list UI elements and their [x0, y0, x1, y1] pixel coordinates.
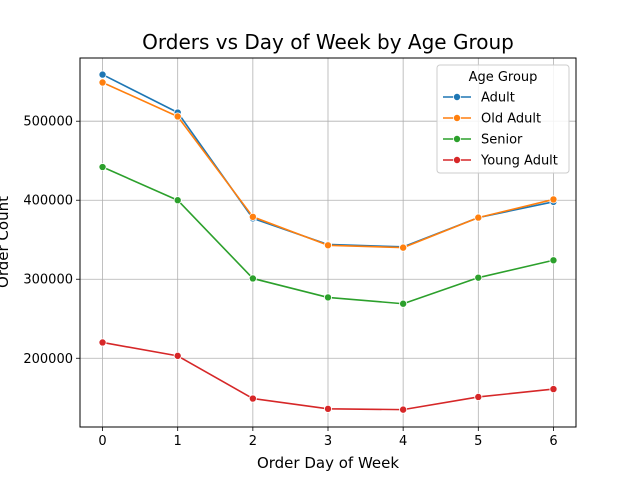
legend-label: Young Adult [480, 154, 558, 169]
data-point [549, 385, 558, 394]
data-point [323, 293, 332, 302]
x-axis-ticks: 0 1 2 3 4 5 6 [98, 427, 558, 449]
data-point [173, 196, 182, 205]
legend: Age Group Adult Old Adult Senior Young Adul… [436, 64, 570, 174]
data-point [98, 163, 107, 172]
data-point [173, 112, 182, 121]
legend-swatch-marker [452, 134, 461, 143]
x-tick-label: 3 [324, 434, 332, 449]
legend-item: Senior [443, 133, 523, 148]
data-point [248, 212, 257, 221]
legend-item: Old Adult [443, 112, 541, 127]
data-point [474, 213, 483, 222]
legend-items: Adult Old Adult Senior Young Adult [443, 91, 558, 169]
legend-label: Senior [481, 133, 523, 148]
legend-swatch-marker [452, 155, 461, 164]
data-point [474, 273, 483, 282]
data-point [248, 274, 257, 283]
legend-title: Age Group [469, 70, 538, 85]
data-point [323, 241, 332, 250]
y-axis-label: Order Count [0, 196, 12, 288]
data-point [549, 256, 558, 265]
data-point [98, 338, 107, 347]
x-tick-label: 5 [474, 434, 482, 449]
legend-swatch-marker [452, 114, 461, 123]
legend-label: Adult [481, 91, 515, 106]
data-point [399, 299, 408, 308]
legend-item: Young Adult [443, 154, 558, 169]
y-tick-label: 400000 [23, 194, 73, 209]
data-point [248, 394, 257, 403]
legend-label: Old Adult [481, 112, 541, 127]
x-axis-label: Order Day of Week [257, 454, 399, 472]
series-old-adult [98, 78, 558, 252]
data-point [173, 351, 182, 360]
y-tick-label: 500000 [23, 115, 73, 130]
x-tick-label: 0 [98, 434, 106, 449]
data-point [474, 392, 483, 401]
x-tick-label: 1 [174, 434, 182, 449]
series-young-adult [98, 338, 558, 414]
data-point [323, 404, 332, 413]
series-senior [98, 163, 558, 308]
data-point [399, 243, 408, 252]
x-tick-label: 4 [399, 434, 407, 449]
y-tick-label: 300000 [23, 273, 73, 288]
x-tick-label: 6 [549, 434, 557, 449]
data-point [549, 195, 558, 204]
legend-box [436, 64, 570, 174]
x-tick-label: 2 [249, 434, 257, 449]
data-point [98, 78, 107, 87]
series-layer [98, 70, 558, 414]
data-point [399, 405, 408, 414]
chart-title: Orders vs Day of Week by Age Group [142, 30, 514, 54]
y-tick-label: 200000 [23, 352, 73, 367]
legend-swatch-marker [452, 93, 461, 102]
legend-item: Adult [443, 91, 515, 106]
y-axis-ticks: 200000 300000 400000 500000 [23, 115, 80, 367]
data-point [98, 70, 107, 79]
